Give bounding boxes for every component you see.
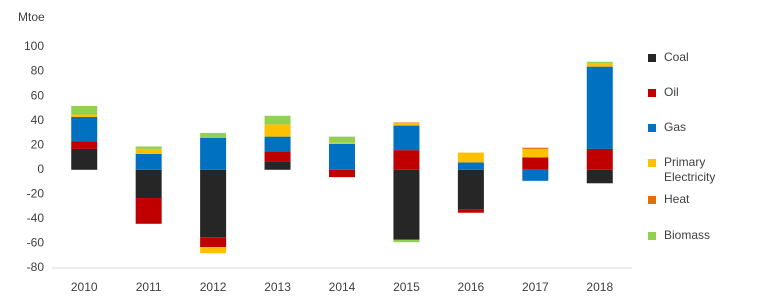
bar-segment xyxy=(200,237,227,248)
bar-segment xyxy=(586,62,613,67)
bar-segment xyxy=(522,147,549,149)
legend-swatch xyxy=(648,54,656,62)
legend-item: Gas xyxy=(648,120,754,135)
bar-segment xyxy=(71,148,98,170)
x-tick-label: 2014 xyxy=(329,280,356,294)
x-tick-label: 2018 xyxy=(586,280,613,294)
y-tick-label: 100 xyxy=(24,39,44,53)
bar-segment xyxy=(135,146,162,149)
bar-segment xyxy=(522,148,549,158)
bar-segment xyxy=(329,142,355,144)
bar-segment xyxy=(329,136,355,143)
legend-item: Biomass xyxy=(648,228,754,243)
y-tick-label: 0 xyxy=(37,162,44,176)
bar-segment xyxy=(135,148,162,154)
bar-segment xyxy=(522,169,549,181)
bar-segment xyxy=(329,169,355,178)
y-tick-label: -20 xyxy=(27,187,45,201)
x-tick-label: 2010 xyxy=(71,280,98,294)
bar-segment xyxy=(135,169,162,199)
bar-segment xyxy=(200,247,227,254)
bar-segment xyxy=(393,150,420,170)
x-tick-label: 2015 xyxy=(393,280,420,294)
bar-segment xyxy=(586,169,613,184)
x-tick-label: 2016 xyxy=(458,280,485,294)
bar-segment xyxy=(264,161,291,170)
y-tick-label: 80 xyxy=(31,64,45,78)
y-axis-label: Mtoe xyxy=(18,10,45,24)
bar-segment xyxy=(457,152,484,163)
legend-swatch xyxy=(648,232,656,240)
bar-segment xyxy=(71,114,98,117)
legend-label: Biomass xyxy=(664,228,711,242)
legend-label: Gas xyxy=(664,120,687,134)
bar-segment xyxy=(135,153,162,170)
bar-segment xyxy=(264,136,291,152)
y-tick-label: -80 xyxy=(27,260,45,274)
legend-item: Primary Electricity xyxy=(648,155,754,185)
bar-segment xyxy=(200,132,227,138)
bar-segment xyxy=(457,162,484,170)
bar-segment xyxy=(71,105,98,115)
legend-item: Heat xyxy=(648,192,754,207)
plot: Mtoe -80 -60 -40 -20 0 20 40 60 80 100 2010 2011 201… xyxy=(18,10,632,294)
y-tick-label: 60 xyxy=(31,88,45,102)
x-tick-label: 2011 xyxy=(136,280,162,294)
bar-segment xyxy=(200,137,227,170)
legend-label: Primary Electricity xyxy=(664,155,716,184)
bar-segment xyxy=(457,169,484,210)
legend-swatch xyxy=(648,124,656,132)
bar-segment xyxy=(586,61,613,63)
x-tick-label: 2013 xyxy=(264,280,291,294)
legend-item: Oil xyxy=(648,85,754,100)
y-tick-label: 20 xyxy=(31,137,45,151)
y-tick-label: -60 xyxy=(27,236,45,250)
legend-label: Oil xyxy=(664,85,679,99)
bar-segment xyxy=(393,239,420,243)
bar-segment xyxy=(264,115,291,125)
bar-segment xyxy=(329,143,355,170)
legend-label: Coal xyxy=(664,50,689,64)
bar-segment xyxy=(393,123,420,126)
bar-segment xyxy=(393,125,420,151)
bar-segment xyxy=(71,141,98,149)
bar-segment xyxy=(264,124,291,137)
bar-segment xyxy=(586,148,613,170)
y-tick-label: -40 xyxy=(27,211,45,225)
bar-segment xyxy=(264,151,291,162)
bar-segment xyxy=(393,122,420,124)
bar-segment xyxy=(71,116,98,142)
x-tick-label: 2017 xyxy=(522,280,549,294)
legend-swatch xyxy=(648,159,656,167)
bar-segment xyxy=(522,157,549,170)
bar-segment xyxy=(393,169,420,240)
bar-segment xyxy=(135,198,162,224)
bar-segment xyxy=(457,209,484,213)
bar-segment xyxy=(200,169,227,238)
legend-swatch xyxy=(648,89,656,97)
x-tick-label: 2012 xyxy=(200,280,227,294)
legend-swatch xyxy=(648,196,656,204)
legend-item: Coal xyxy=(648,50,754,65)
bar-segment xyxy=(586,66,613,149)
y-tick-label: 40 xyxy=(31,113,45,127)
legend-label: Heat xyxy=(664,192,690,206)
